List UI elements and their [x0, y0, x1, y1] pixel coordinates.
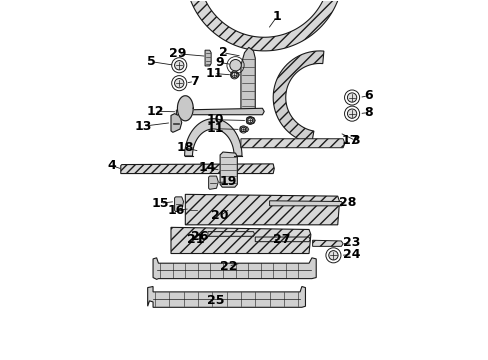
Polygon shape: [220, 152, 237, 187]
Text: 15: 15: [151, 197, 169, 210]
Polygon shape: [153, 258, 316, 279]
Polygon shape: [188, 202, 199, 217]
Text: 14: 14: [198, 161, 215, 174]
Text: 2: 2: [218, 46, 227, 59]
Polygon shape: [174, 197, 183, 212]
Text: 7: 7: [189, 75, 198, 88]
Text: 1: 1: [272, 10, 281, 23]
Polygon shape: [171, 227, 310, 253]
Text: 11: 11: [206, 122, 224, 135]
Text: 12: 12: [146, 105, 163, 118]
Text: 10: 10: [206, 113, 224, 126]
Text: 23: 23: [343, 236, 360, 249]
Text: 16: 16: [167, 204, 184, 217]
Text: 27: 27: [273, 233, 290, 246]
Text: 4: 4: [107, 159, 116, 172]
Text: 11: 11: [205, 67, 223, 80]
Text: 8: 8: [363, 106, 372, 119]
Polygon shape: [177, 96, 193, 121]
Circle shape: [229, 59, 241, 71]
Polygon shape: [207, 231, 254, 236]
Polygon shape: [147, 287, 305, 307]
Circle shape: [346, 93, 356, 102]
Circle shape: [346, 109, 356, 118]
Polygon shape: [312, 240, 343, 246]
Text: 29: 29: [169, 47, 186, 60]
Polygon shape: [231, 72, 239, 77]
Polygon shape: [241, 139, 344, 148]
Polygon shape: [187, 0, 340, 51]
Circle shape: [231, 72, 237, 77]
Text: 18: 18: [176, 141, 194, 154]
Polygon shape: [241, 47, 255, 114]
Text: 28: 28: [338, 196, 356, 209]
Text: 24: 24: [343, 248, 360, 261]
Text: 5: 5: [146, 55, 155, 68]
Circle shape: [174, 78, 183, 88]
Text: 9: 9: [215, 56, 223, 69]
Text: 3: 3: [351, 134, 359, 147]
Polygon shape: [171, 114, 182, 132]
Text: 17: 17: [341, 134, 358, 147]
Text: 21: 21: [187, 233, 204, 246]
Polygon shape: [208, 176, 218, 189]
Text: 20: 20: [211, 210, 228, 222]
Circle shape: [247, 118, 252, 123]
Polygon shape: [246, 118, 255, 123]
Circle shape: [174, 60, 183, 70]
Polygon shape: [269, 201, 343, 206]
Polygon shape: [184, 119, 242, 156]
Text: 13: 13: [134, 120, 152, 133]
Polygon shape: [176, 108, 264, 115]
Text: 26: 26: [191, 230, 208, 243]
Circle shape: [328, 251, 337, 260]
Polygon shape: [121, 164, 274, 174]
Text: 25: 25: [206, 294, 224, 307]
Polygon shape: [240, 127, 248, 132]
Polygon shape: [185, 194, 339, 225]
Text: 19: 19: [219, 175, 237, 188]
Polygon shape: [255, 237, 309, 242]
Text: 6: 6: [363, 89, 372, 102]
Polygon shape: [204, 50, 211, 66]
Text: 22: 22: [219, 260, 237, 273]
Circle shape: [241, 127, 245, 132]
Polygon shape: [273, 51, 323, 143]
